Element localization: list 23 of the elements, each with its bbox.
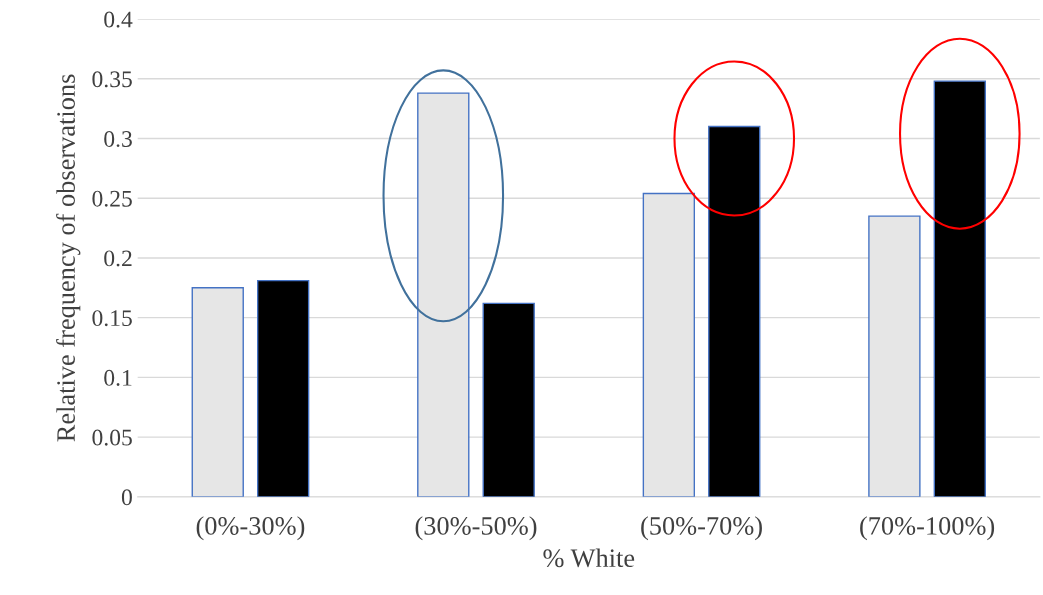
y-tick-label: 0.4	[104, 11, 133, 28]
bar	[868, 215, 921, 497]
y-tick-label: 0.15	[92, 310, 132, 327]
y-tick-label: 0.1	[104, 369, 132, 386]
x-tick-label: (50%-70%)	[641, 516, 762, 541]
y-axis-title: Relative frequency of observations	[56, 74, 81, 442]
bar	[708, 125, 761, 497]
bar	[482, 302, 535, 497]
x-tick-label: (30%-50%)	[415, 516, 537, 541]
x-tick-label: (0%-30%)	[196, 516, 305, 541]
x-axis-title: % White	[543, 548, 635, 568]
bar	[642, 192, 696, 497]
y-tick-label: 0.05	[92, 429, 132, 446]
bar	[191, 287, 244, 497]
bar	[256, 279, 310, 497]
y-tick-label: 0.2	[104, 250, 132, 267]
y-tick-label: 0.25	[92, 190, 132, 207]
y-tick-label: 0	[121, 489, 132, 506]
x-tick-label: (70%-100%)	[860, 516, 995, 541]
y-tick-label: 0.3	[104, 130, 132, 148]
bar	[933, 80, 986, 497]
y-tick-label: 0.35	[92, 71, 132, 88]
bar	[417, 92, 470, 497]
